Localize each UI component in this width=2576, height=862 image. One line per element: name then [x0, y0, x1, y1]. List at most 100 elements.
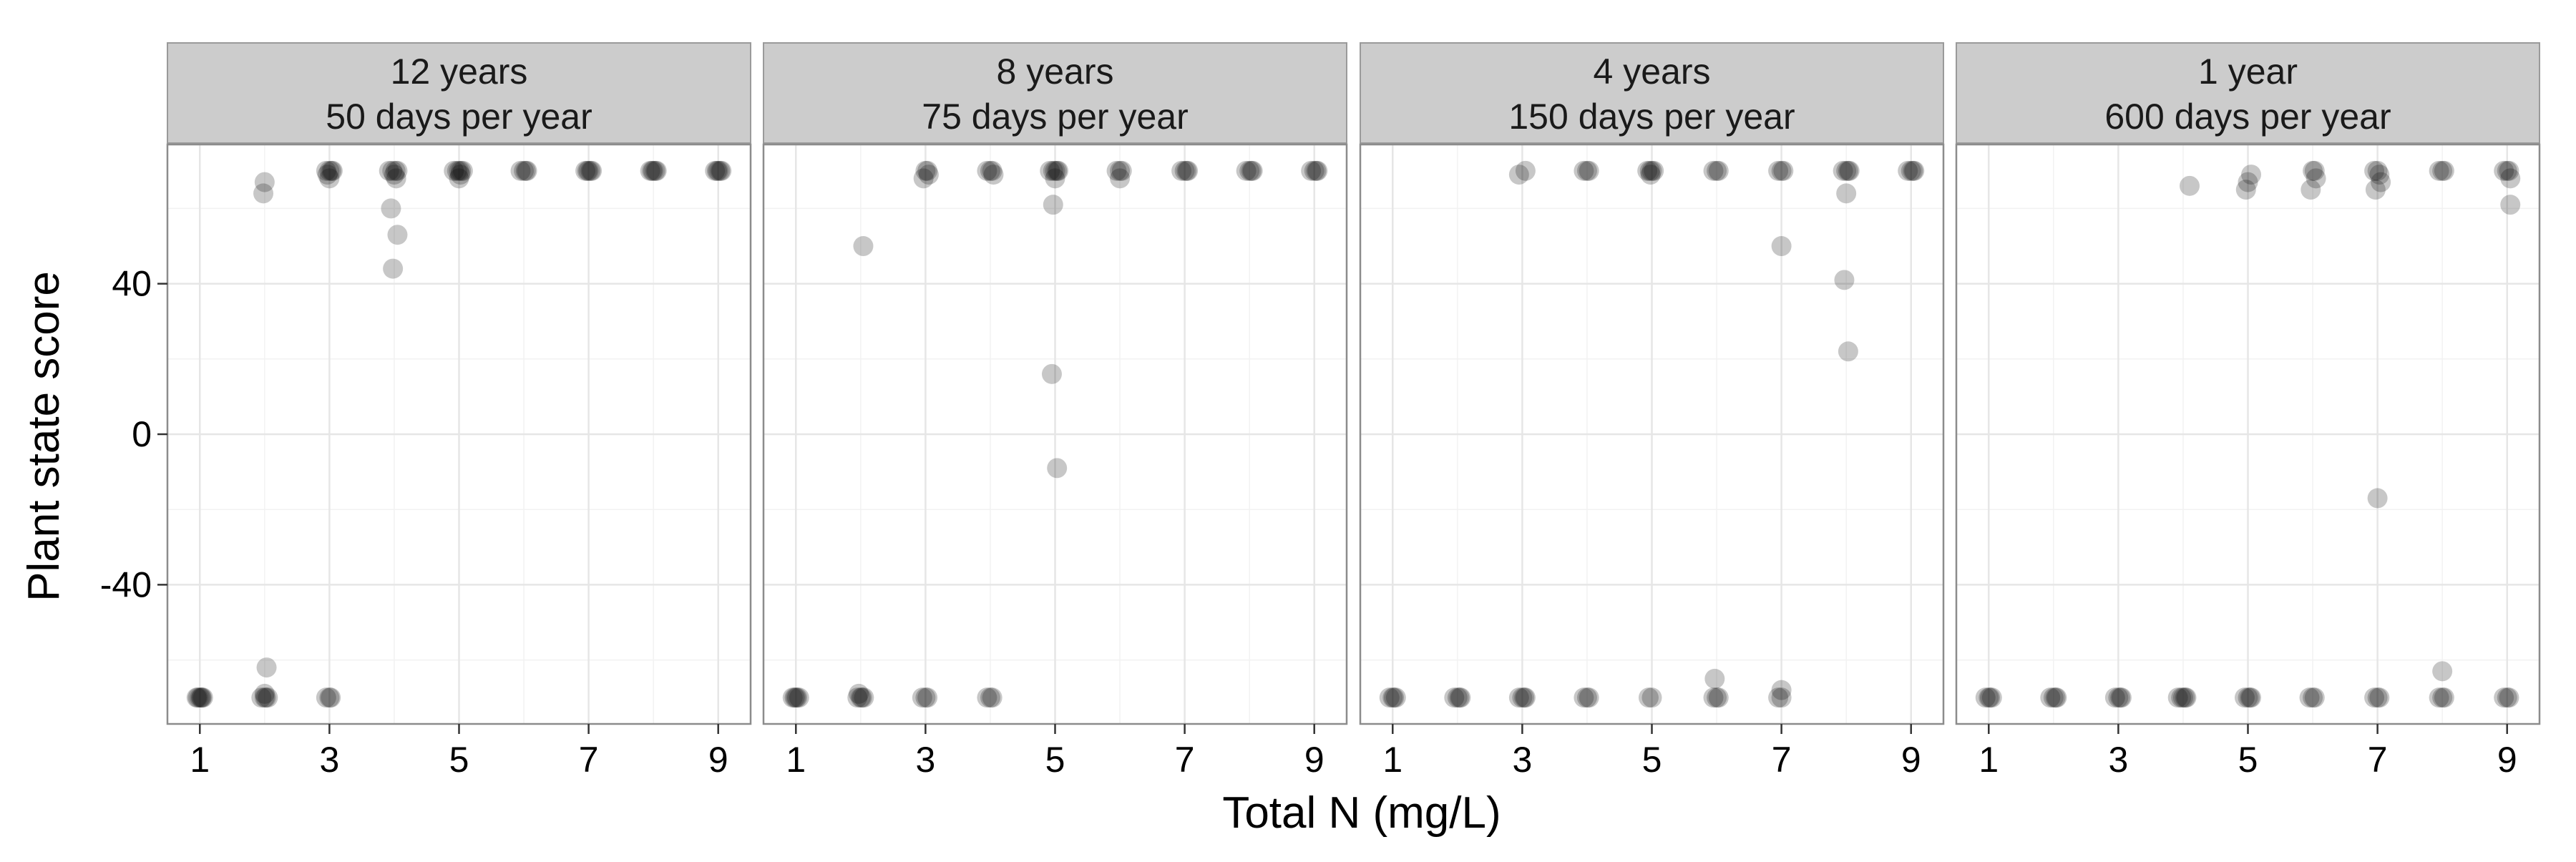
data-point [980, 160, 1000, 181]
data-point [643, 160, 664, 181]
data-point [854, 687, 874, 708]
data-point [381, 198, 401, 219]
data-point [1904, 160, 1925, 181]
data-point [852, 687, 872, 708]
data-point [2171, 687, 2192, 708]
data-point [1512, 687, 1533, 708]
data-point [1574, 160, 1594, 181]
x-axis-title: Total N (mg/L) [1222, 788, 1501, 838]
data-point [917, 687, 938, 708]
data-point [1771, 160, 1792, 181]
data-point [789, 687, 809, 708]
data-point [2303, 687, 2323, 708]
data-point [444, 160, 464, 181]
data-point [2111, 687, 2132, 708]
data-point [1041, 363, 1062, 384]
data-point [2367, 488, 2388, 509]
data-point [1579, 687, 1599, 708]
data-point [1980, 687, 2001, 708]
data-point [2364, 687, 2385, 708]
data-point [2494, 687, 2514, 708]
data-point [1640, 165, 1661, 185]
data-point [1045, 168, 1065, 189]
data-point [1771, 687, 1792, 708]
data-point [449, 160, 469, 181]
y-tick-label: 0 [132, 414, 152, 454]
data-point [254, 683, 275, 704]
data-point [2108, 687, 2129, 708]
data-point [913, 168, 934, 189]
data-point [386, 168, 406, 189]
data-point [1449, 687, 1470, 708]
data-point [1304, 160, 1324, 181]
data-point [1839, 160, 1860, 181]
data-point [1708, 687, 1729, 708]
data-point [2110, 687, 2131, 708]
facet-strip [1360, 42, 1944, 144]
facet-panel: 12 years 50 days per year 1 3 5 7 9 [166, 42, 752, 780]
data-point [918, 165, 939, 185]
data-point [2241, 687, 2262, 708]
data-point [2238, 172, 2258, 192]
data-point [1703, 687, 1724, 708]
data-point [2172, 687, 2193, 708]
data-point [1838, 160, 1858, 181]
data-point [1638, 687, 1659, 708]
data-point [578, 160, 599, 181]
data-point [316, 160, 336, 181]
x-tick-label: 5 [2238, 740, 2258, 780]
data-point [2499, 160, 2519, 181]
data-point [517, 160, 537, 181]
data-point [1176, 160, 1197, 181]
data-point [1242, 160, 1263, 181]
data-point [983, 165, 1004, 185]
x-tick-label: 7 [1175, 740, 1195, 780]
x-tick-label: 7 [2368, 740, 2388, 780]
x-tick-label: 1 [786, 740, 806, 780]
data-point [449, 168, 469, 189]
data-point [451, 160, 472, 181]
data-point [2240, 687, 2260, 708]
data-point [1708, 160, 1729, 181]
data-point [1771, 236, 1792, 257]
data-point [2429, 687, 2449, 708]
data-point [2104, 687, 2125, 708]
data-point [850, 687, 871, 708]
data-point [1048, 160, 1069, 181]
data-point [575, 160, 596, 181]
facet-strip-label: 12 years [391, 52, 528, 92]
data-point [640, 160, 660, 181]
data-point [2043, 687, 2064, 708]
data-point [1576, 687, 1597, 708]
data-point [915, 687, 936, 708]
data-point [255, 687, 276, 708]
data-point [319, 160, 340, 181]
data-point [383, 258, 404, 279]
x-tick-label: 1 [1382, 740, 1402, 780]
data-point [1836, 183, 1857, 204]
data-point [784, 687, 805, 708]
data-point [1975, 687, 1996, 708]
data-point [1043, 195, 1063, 215]
data-point [450, 165, 471, 185]
x-tick-label: 3 [319, 740, 339, 780]
data-point [1110, 168, 1131, 189]
data-point [853, 236, 874, 257]
data-point [191, 687, 212, 708]
data-point [190, 687, 210, 708]
facet-strip [167, 42, 751, 144]
data-point [317, 165, 338, 185]
data-point [316, 687, 336, 708]
data-point [2369, 165, 2390, 185]
x-tick-label: 3 [1512, 740, 1532, 780]
data-point [2500, 195, 2521, 215]
data-point [1382, 687, 1403, 708]
data-point [1833, 160, 1853, 181]
data-point [1644, 160, 1664, 181]
data-point [706, 160, 727, 181]
data-point [2497, 160, 2517, 181]
data-point [2432, 661, 2453, 682]
data-point [1836, 160, 1857, 181]
data-point [385, 160, 406, 181]
data-point [782, 687, 803, 708]
